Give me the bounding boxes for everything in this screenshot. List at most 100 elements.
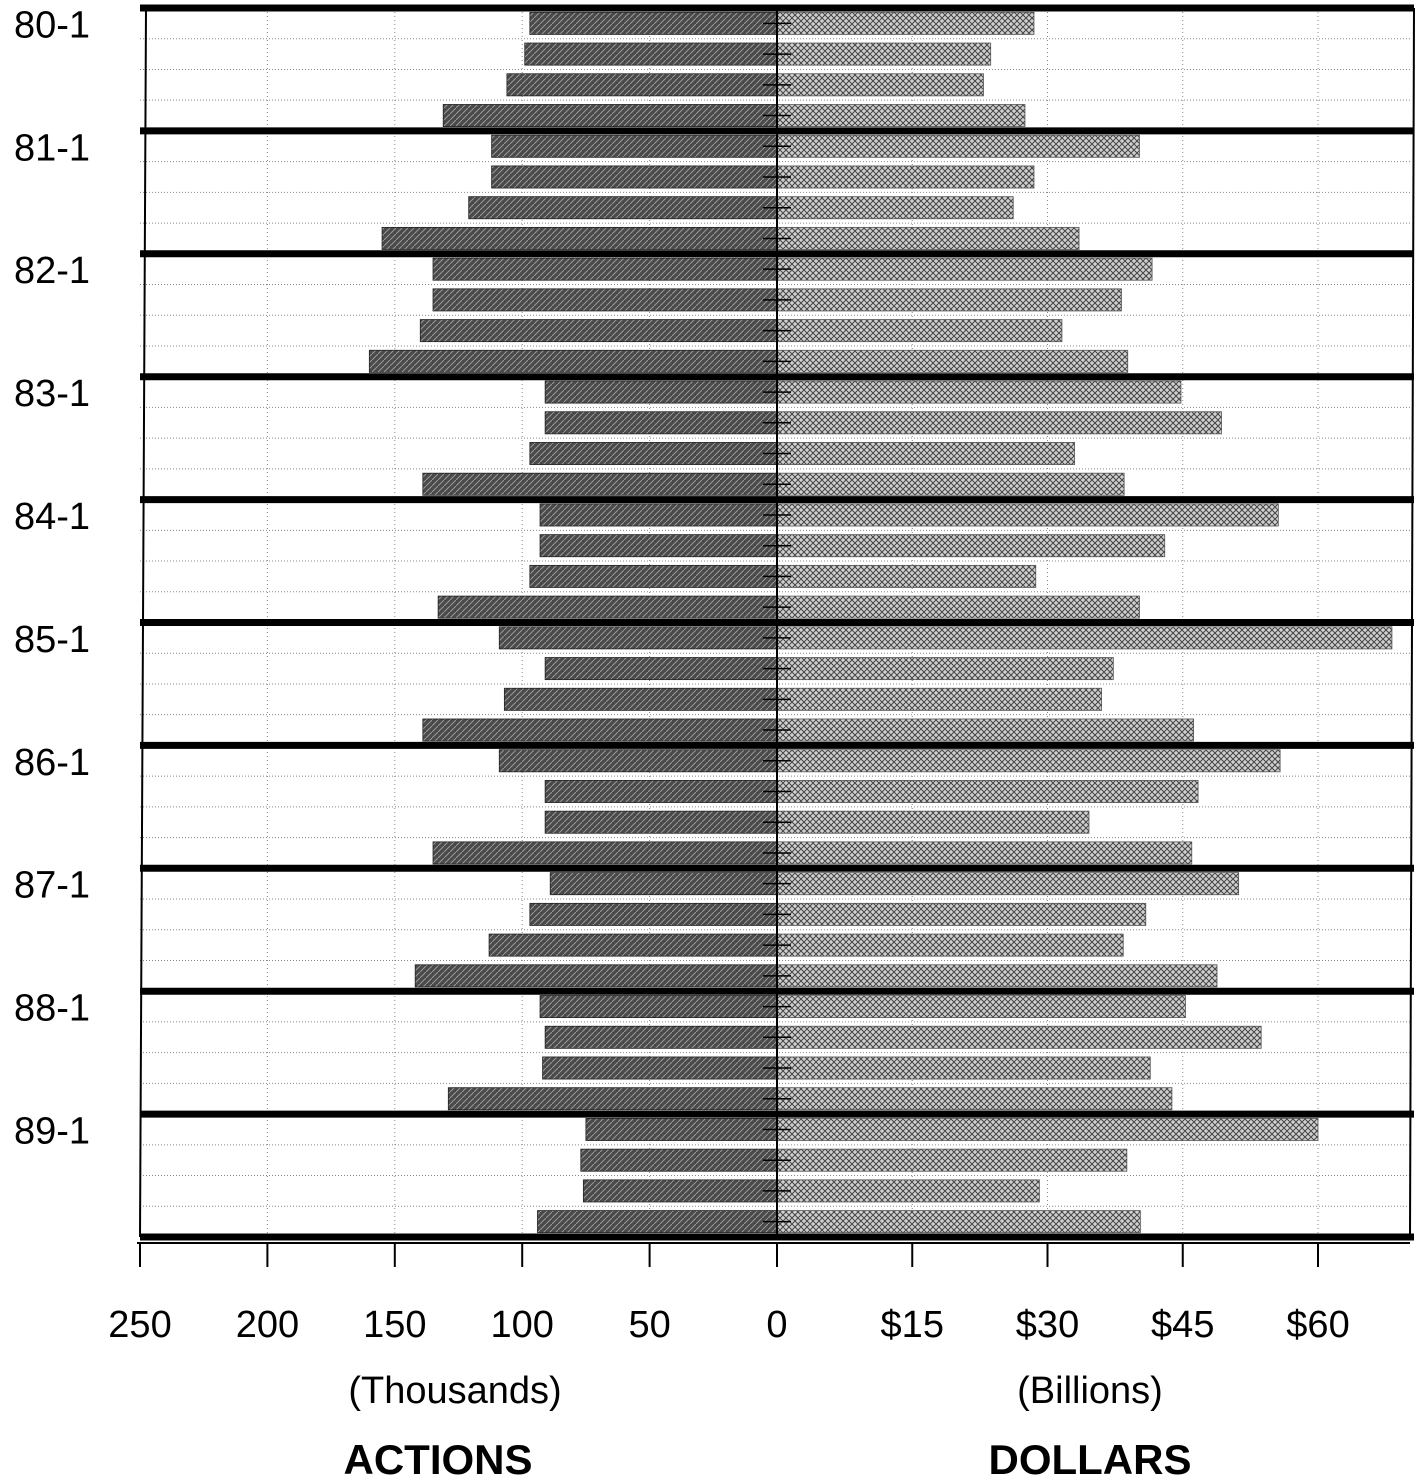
actions-bar (539, 503, 778, 527)
period-label: 89-1 (14, 1110, 90, 1152)
left-tick-label: 150 (363, 1304, 426, 1346)
period-label: 82-1 (14, 250, 90, 292)
period-label: 88-1 (14, 988, 90, 1030)
actions-bar (419, 319, 778, 343)
period-label: 85-1 (14, 619, 90, 661)
dollars-bar (776, 902, 1147, 926)
left-tick-label: 200 (236, 1304, 299, 1346)
left-tick-label: 100 (490, 1304, 553, 1346)
actions-bar (468, 196, 778, 220)
dollars-bar (776, 442, 1075, 465)
actions-bar (529, 564, 778, 588)
dollars-bar (776, 564, 1037, 588)
actions-bar (542, 1056, 778, 1080)
actions-bar (437, 595, 778, 619)
period-label: 83-1 (14, 373, 90, 415)
dollars-bar (776, 380, 1182, 404)
right-tick-label: $30 (1016, 1304, 1079, 1346)
actions-bar (491, 134, 778, 158)
dollars-bar (776, 657, 1114, 681)
dollars-bar (776, 73, 984, 97)
dollars-bar (776, 134, 1140, 158)
right-tick-label: $60 (1286, 1304, 1349, 1346)
period-label: 81-1 (14, 127, 90, 169)
actions-bar (544, 810, 778, 834)
actions-bar (432, 257, 778, 281)
left-axis-unit: (Thousands) (348, 1370, 561, 1412)
actions-bar (529, 11, 778, 35)
dollars-bar (776, 42, 992, 66)
dollars-bar (776, 1025, 1262, 1049)
dollars-bar (776, 1118, 1319, 1141)
dollars-bar (776, 1056, 1151, 1080)
dollars-bar (776, 226, 1080, 250)
actions-bar (422, 718, 778, 742)
actions-bar (442, 104, 778, 127)
actions-bar (585, 1118, 778, 1141)
actions-bar (580, 1148, 778, 1172)
dollars-bar (776, 810, 1090, 834)
actions-bar (582, 1179, 778, 1203)
actions-bar (529, 442, 778, 465)
left-tick-label: 250 (108, 1304, 171, 1346)
actions-bar (498, 749, 778, 773)
actions-bar (539, 995, 778, 1019)
left-tick-label: 50 (628, 1304, 670, 1346)
actions-bar (503, 687, 778, 711)
bars (368, 11, 1393, 1234)
left-tick-label: 0 (766, 1304, 787, 1346)
dollars-bar (776, 1179, 1040, 1203)
dollars-bar (776, 349, 1129, 373)
dollars-bar (776, 995, 1186, 1019)
actions-bar (488, 933, 778, 957)
dollars-bar (776, 933, 1124, 957)
actions-bar (549, 872, 778, 896)
dollars-bar (776, 1087, 1173, 1111)
actions-bar (414, 964, 778, 988)
actions-bar (491, 165, 778, 189)
dollars-bar (776, 319, 1063, 343)
actions-bar (544, 1025, 778, 1049)
actions-bar (544, 657, 778, 681)
actions-bar (447, 1087, 778, 1111)
left-axis-title: ACTIONS (344, 1436, 533, 1481)
actions-bar (432, 288, 778, 312)
dollars-bar (776, 1148, 1128, 1172)
dollars-bar (776, 288, 1122, 312)
dollars-bar (776, 472, 1125, 496)
dollars-bar (776, 534, 1166, 558)
actions-bar (529, 902, 778, 926)
right-axis-title: DOLLARS (989, 1436, 1192, 1481)
dollars-bar (776, 165, 1035, 189)
dollars-bar (776, 196, 1014, 220)
dollars-bar (776, 411, 1222, 435)
actions-bar (544, 380, 778, 404)
actions-bar (524, 42, 778, 66)
dollars-bar (776, 626, 1393, 650)
actions-bar (422, 472, 778, 496)
dollars-bar (776, 718, 1194, 742)
period-label: 86-1 (14, 742, 90, 784)
dollars-bar (776, 1210, 1141, 1234)
chart-frame (137, 4, 1415, 1267)
dollars-bar (776, 104, 1026, 127)
actions-bar (368, 349, 778, 373)
dollars-bar (776, 872, 1240, 896)
actions-bar (381, 226, 778, 250)
dollars-bar (776, 11, 1035, 35)
actions-bar (544, 780, 778, 803)
period-label: 87-1 (14, 865, 90, 907)
dollars-bar (776, 964, 1218, 988)
dollars-bar (776, 687, 1103, 711)
right-axis-unit: (Billions) (1017, 1370, 1163, 1412)
actions-bar (539, 534, 778, 558)
dollars-bar (776, 749, 1281, 773)
period-label: 80-1 (14, 4, 90, 46)
dollars-bar (776, 595, 1140, 619)
dollars-bar (776, 780, 1199, 803)
actions-bar (506, 73, 778, 97)
period-label: 84-1 (14, 496, 90, 538)
labels: 80-1 81-1 82-1 83-1 84-1 85-1 86-1 87-1 88-1 89-1… (14, 4, 1350, 1481)
dollars-bar (776, 257, 1153, 281)
